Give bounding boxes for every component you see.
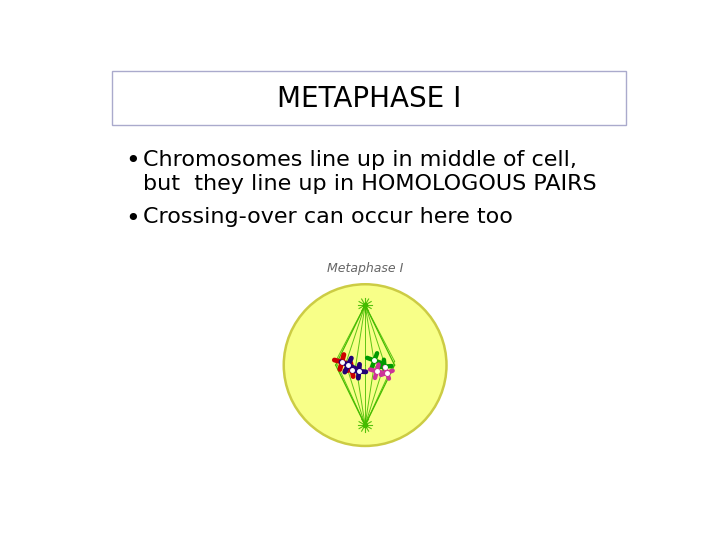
Text: •: • (125, 207, 140, 231)
Text: Chromosomes line up in middle of cell,: Chromosomes line up in middle of cell, (143, 150, 577, 170)
Text: Metaphase I: Metaphase I (327, 262, 403, 275)
Text: •: • (125, 150, 140, 173)
Text: Crossing-over can occur here too: Crossing-over can occur here too (143, 207, 513, 227)
Text: METAPHASE I: METAPHASE I (276, 85, 462, 113)
Circle shape (284, 284, 446, 446)
Text: but  they line up in HOMOLOGOUS PAIRS: but they line up in HOMOLOGOUS PAIRS (143, 174, 596, 194)
FancyBboxPatch shape (112, 71, 626, 125)
